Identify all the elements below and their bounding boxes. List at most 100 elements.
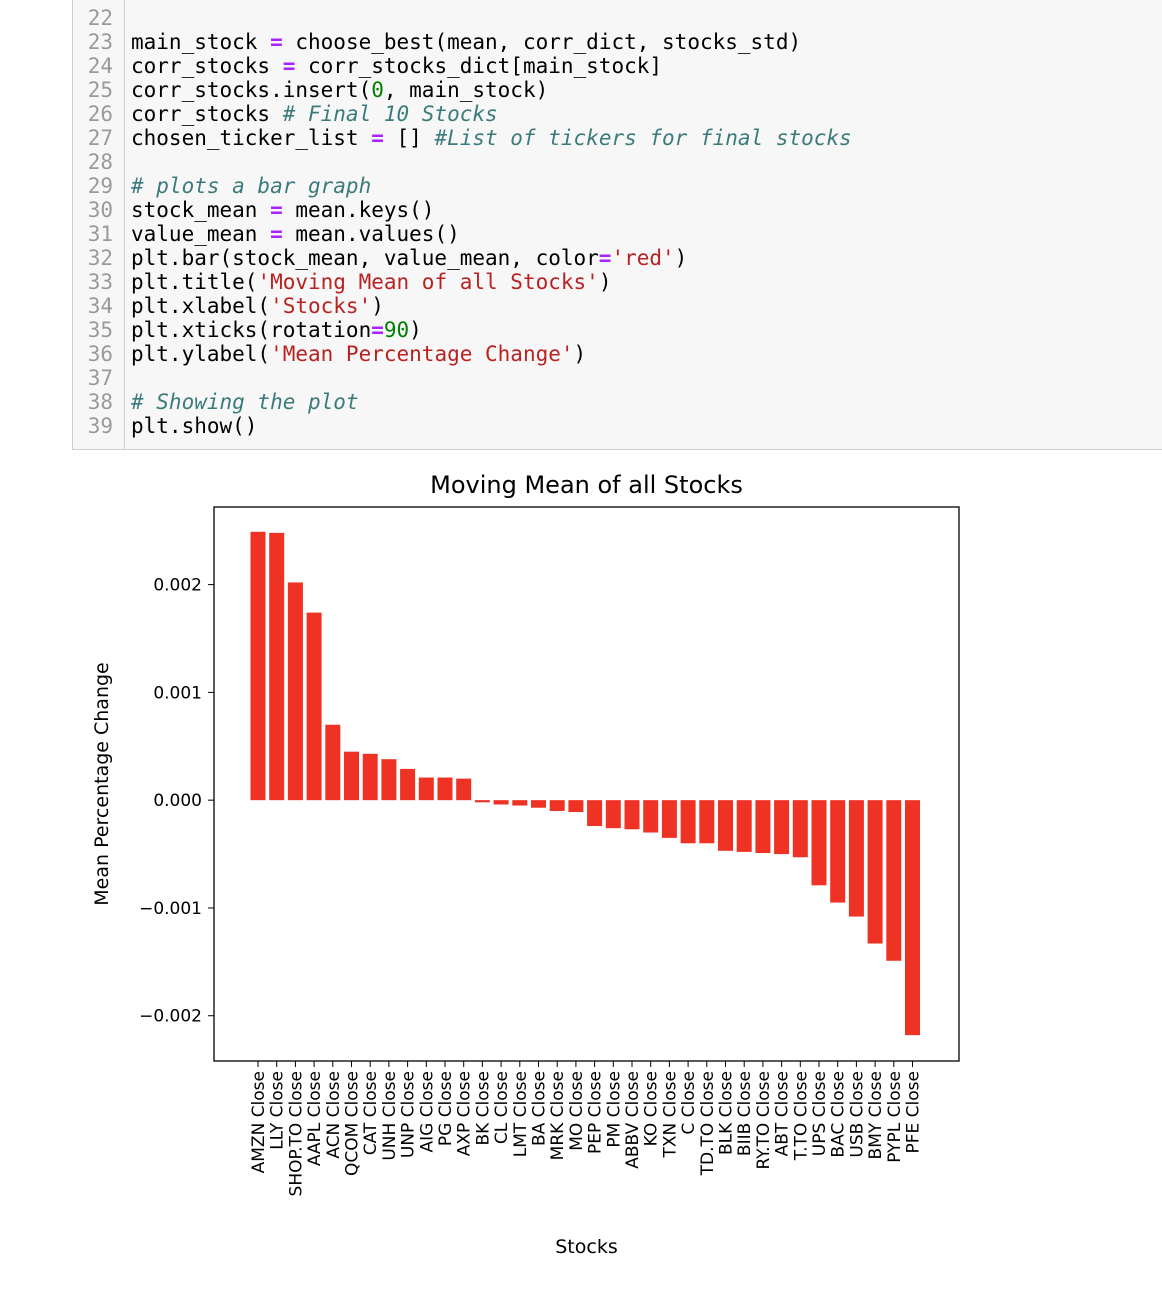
- code-token: value_mean: [131, 222, 271, 246]
- code-token: =: [270, 198, 283, 222]
- bar: [531, 800, 546, 808]
- code-line[interactable]: plt.xticks(rotation=90): [131, 318, 422, 342]
- code-line[interactable]: plt.bar(stock_mean, value_mean, color='r…: [131, 246, 687, 270]
- code-token: =: [282, 54, 296, 78]
- y-tick-label: 0.000: [153, 791, 202, 811]
- code-line[interactable]: plt.ylabel('Mean Percentage Change'): [131, 342, 586, 366]
- code-line[interactable]: corr_stocks = corr_stocks_dict[main_stoc…: [131, 54, 662, 78]
- x-tick-label: SHOP.TO Close: [286, 1071, 306, 1196]
- line-number: 27: [87, 126, 113, 150]
- bar: [587, 800, 603, 827]
- line-number: 39: [87, 414, 113, 438]
- code-token: #List of tickers for final stocks: [434, 126, 852, 150]
- bar: [381, 759, 397, 801]
- code-token: 0: [371, 78, 384, 102]
- code-line[interactable]: value_mean = mean.values(): [131, 222, 460, 246]
- code-line[interactable]: plt.title('Moving Mean of all Stocks'): [131, 270, 611, 294]
- code-token: , main_stock): [383, 78, 549, 102]
- line-number: 32: [87, 246, 113, 270]
- code-cell[interactable]: 22 23 24 25 26 27 28 29 30 31 32 33 34 35 36 37 38 39 mai…: [72, 0, 1162, 450]
- x-tick-label: CL Close: [492, 1071, 512, 1144]
- line-number: 38: [87, 390, 113, 414]
- code-token: main_stock: [131, 30, 271, 54]
- code-line[interactable]: corr_stocks # Final 10 Stocks: [131, 102, 498, 126]
- code-line[interactable]: stock_mean = mean.keys(): [131, 198, 434, 222]
- bar: [344, 751, 359, 801]
- bar: [269, 532, 285, 801]
- bar: [325, 724, 341, 801]
- x-tick-label: MO Close: [567, 1071, 587, 1151]
- code-token: 'Moving Mean of all Stocks': [257, 270, 599, 294]
- code-token: chosen_ticker_list: [131, 126, 372, 150]
- bar: [568, 800, 584, 813]
- x-tick-label: RY.TO Close: [754, 1071, 774, 1170]
- code-line[interactable]: main_stock = choose_best(mean, corr_dict…: [131, 30, 801, 54]
- x-tick-label: AXP Close: [455, 1071, 475, 1156]
- x-tick-label: PM Close: [604, 1071, 624, 1148]
- x-tick-label: PEP Close: [586, 1071, 606, 1154]
- bar: [736, 800, 752, 852]
- code-line[interactable]: corr_stocks.insert(0, main_stock): [131, 78, 548, 102]
- line-number: 29: [87, 174, 113, 198]
- code-line[interactable]: plt.show(): [131, 414, 257, 438]
- code-token: stock_mean: [131, 198, 271, 222]
- line-number: 26: [87, 102, 113, 126]
- code-token: =: [270, 222, 283, 246]
- bar: [755, 800, 771, 853]
- code-token: 'Stocks': [270, 294, 372, 318]
- code-token: =: [598, 246, 612, 270]
- code-token: mean.values(): [282, 222, 460, 246]
- x-tick-label: BLK Close: [717, 1071, 737, 1155]
- bar: [830, 800, 846, 903]
- code-token: # Final 10 Stocks: [282, 102, 498, 126]
- x-tick-label: T.TO Close: [791, 1071, 811, 1161]
- code-token: mean.keys(): [282, 198, 435, 222]
- plot-frame: [213, 506, 960, 1062]
- code-token: ): [598, 270, 612, 294]
- code-token: plt.title(: [131, 270, 258, 294]
- x-tick-label: BA Close: [530, 1071, 550, 1146]
- bar: [848, 800, 864, 917]
- bar: [661, 800, 677, 838]
- line-number: 24: [87, 54, 113, 78]
- x-tick-label: ACN Close: [324, 1071, 344, 1159]
- code-token: []: [383, 126, 435, 150]
- code-token: # plots a bar graph: [131, 174, 372, 198]
- bar: [905, 800, 920, 1036]
- code-token: corr_stocks.insert(: [131, 78, 372, 102]
- bar: [624, 800, 640, 830]
- code-line[interactable]: # Showing the plot: [131, 390, 359, 414]
- x-tick-label: C Close: [679, 1071, 699, 1135]
- code-token: 'Mean Percentage Change': [270, 342, 574, 366]
- code-line[interactable]: # plots a bar graph: [131, 174, 371, 198]
- code-token: corr_stocks: [131, 102, 283, 126]
- bar: [306, 612, 322, 801]
- bar: [718, 800, 733, 851]
- y-tick-label: 0.001: [153, 683, 202, 703]
- bar: [250, 531, 266, 801]
- code-token: plt.xticks(rotation: [131, 318, 372, 342]
- x-tick-label: UNH Close: [380, 1071, 400, 1161]
- line-number: 35: [87, 318, 113, 342]
- x-tick-label: UPS Close: [810, 1071, 830, 1156]
- line-number: 22: [87, 6, 113, 30]
- line-number: 37: [87, 366, 113, 390]
- bar: [437, 777, 453, 801]
- code-line[interactable]: plt.xlabel('Stocks'): [131, 294, 384, 318]
- bar: [643, 800, 659, 833]
- x-tick-label: UNP Close: [399, 1071, 419, 1158]
- code-token: =: [371, 126, 384, 150]
- code-token: ): [371, 294, 384, 318]
- y-tick-label: 0.002: [153, 576, 202, 596]
- y-tick-label: −0.002: [139, 1007, 202, 1027]
- x-tick-label: BK Close: [473, 1071, 493, 1146]
- x-tick-label: PFE Close: [904, 1071, 924, 1154]
- line-number: 36: [87, 342, 113, 366]
- bar: [493, 800, 509, 805]
- code-line[interactable]: chosen_ticker_list = [] #List of tickers…: [131, 126, 852, 150]
- line-number: 23: [87, 30, 113, 54]
- bar: [512, 800, 528, 806]
- x-tick-label: MRK Close: [548, 1071, 568, 1160]
- code-token: plt.bar(stock_mean, value_mean, color: [131, 246, 599, 270]
